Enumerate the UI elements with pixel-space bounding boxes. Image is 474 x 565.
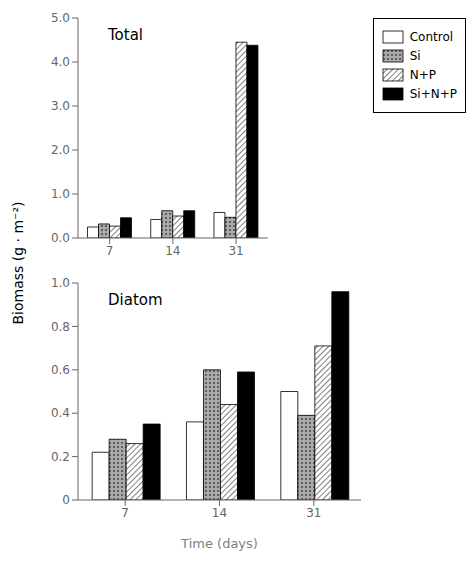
svg-text:0.6: 0.6 [51,363,70,377]
svg-text:7: 7 [106,244,114,258]
svg-text:3.0: 3.0 [51,99,70,113]
svg-text:0.2: 0.2 [51,450,70,464]
svg-text:14: 14 [165,244,180,258]
html-text:Diatom: Diatom [108,291,163,309]
svg-text:2.0: 2.0 [51,143,70,157]
svg-text:0.8: 0.8 [51,320,70,334]
svg-text:31: 31 [306,506,321,520]
html-text:Si+N+P: Si+N+P [409,87,457,101]
svg-text:14: 14 [212,506,227,520]
html-text:N+P: N+P [409,68,436,82]
svg-text:5.0: 5.0 [51,11,70,25]
svg-text:31: 31 [228,244,243,258]
svg-text:0.0: 0.0 [51,231,70,245]
html-text:Si: Si [409,49,421,63]
svg-text:0.4: 0.4 [51,406,70,420]
html-text:Control: Control [409,30,454,44]
svg-text:0: 0 [62,493,70,507]
svg-text:7: 7 [121,506,129,520]
html-text:Total: Total [108,26,143,44]
svg-text:1.0: 1.0 [51,276,70,290]
svg-text:1.0: 1.0 [51,187,70,201]
svg-text:4.0: 4.0 [51,55,70,69]
html-text:Biomass (g · m⁻²): Biomass (g · m⁻²) [10,201,26,325]
svg-text:Time (days): Time (days) [180,536,258,551]
